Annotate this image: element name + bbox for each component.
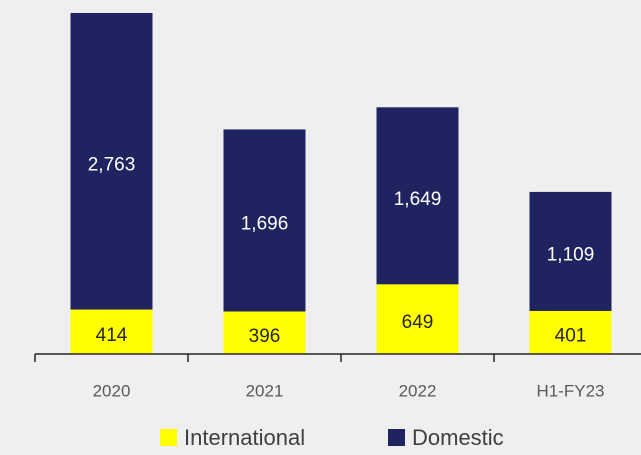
x-tick-label: 2021 (246, 381, 284, 400)
legend-swatch (388, 429, 405, 446)
data-label: 1,649 (394, 189, 442, 210)
data-label: 649 (402, 312, 434, 333)
bar-segment (376, 284, 459, 354)
legend-swatch (160, 429, 177, 446)
data-label: 2,763 (88, 154, 136, 175)
legend-label: International (184, 425, 305, 450)
data-label: 396 (249, 326, 281, 347)
bar-segment (70, 12, 153, 310)
bar-segment (529, 310, 612, 354)
data-label: 1,696 (241, 213, 289, 234)
data-label: 414 (96, 325, 128, 346)
x-tick-label: 2022 (399, 381, 437, 400)
bar-segment (223, 311, 306, 354)
bar-segment (376, 107, 459, 285)
data-label: 401 (555, 325, 587, 346)
legend-label: Domestic (412, 425, 504, 450)
x-tick-label: 2020 (93, 381, 131, 400)
bar-segment (223, 129, 306, 312)
bar-segment (70, 309, 153, 354)
data-label: 1,109 (547, 244, 595, 265)
bar-segment (529, 191, 612, 311)
x-tick-label: H1-FY23 (536, 381, 604, 400)
